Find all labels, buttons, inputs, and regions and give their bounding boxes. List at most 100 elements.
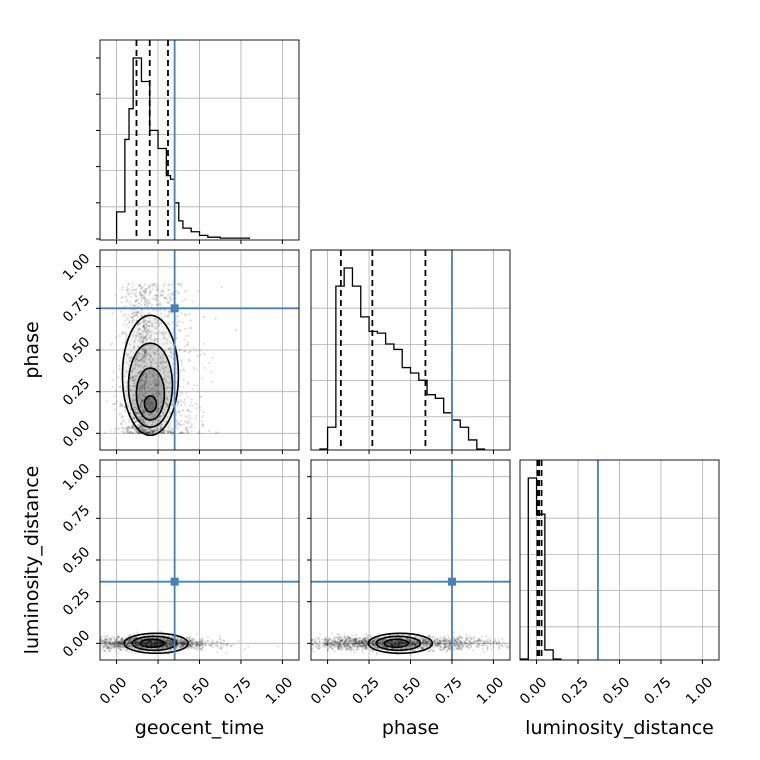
sample-point xyxy=(94,645,96,647)
sample-point xyxy=(209,644,212,647)
sample-point xyxy=(137,426,140,429)
sample-point xyxy=(152,429,155,433)
sample-point xyxy=(343,644,346,647)
sample-point xyxy=(148,405,151,408)
sample-point xyxy=(397,640,400,644)
sample-point xyxy=(443,646,446,649)
sample-point xyxy=(115,641,119,644)
sample-point xyxy=(488,643,492,646)
sample-point xyxy=(138,372,141,375)
sample-point xyxy=(150,642,153,645)
sample-point xyxy=(457,647,460,651)
sample-point xyxy=(420,644,423,647)
sample-point xyxy=(415,636,418,639)
sample-point xyxy=(145,641,149,645)
sample-point xyxy=(144,365,147,368)
sample-point xyxy=(146,423,149,426)
sample-point xyxy=(147,641,150,645)
sample-point xyxy=(370,641,373,644)
sample-point xyxy=(187,334,190,337)
sample-point xyxy=(108,642,111,645)
sample-point xyxy=(390,647,394,650)
sample-point xyxy=(428,643,432,647)
sample-point xyxy=(356,643,359,646)
sample-point xyxy=(155,303,158,306)
sample-point xyxy=(116,640,119,643)
sample-point xyxy=(179,642,182,645)
sample-point xyxy=(127,356,130,359)
sample-point xyxy=(458,643,461,646)
sample-point xyxy=(428,642,431,645)
sample-point xyxy=(92,644,94,646)
sample-point xyxy=(195,645,199,648)
sample-point xyxy=(408,641,411,644)
sample-point xyxy=(165,643,168,646)
sample-point xyxy=(142,426,145,429)
sample-point xyxy=(104,650,107,653)
sample-point xyxy=(138,404,141,408)
sample-point xyxy=(186,340,189,344)
sample-point xyxy=(104,637,108,640)
sample-point xyxy=(389,641,392,645)
sample-point xyxy=(139,418,143,421)
sample-point xyxy=(405,637,408,640)
sample-point xyxy=(130,402,134,405)
sample-point xyxy=(148,347,151,350)
sample-point xyxy=(131,388,134,391)
sample-point xyxy=(456,637,459,640)
sample-point xyxy=(132,381,136,385)
sample-point xyxy=(139,365,142,368)
sample-point xyxy=(190,641,193,645)
sample-point xyxy=(152,375,156,378)
sample-point xyxy=(137,323,140,326)
sample-point xyxy=(151,388,154,391)
sample-point xyxy=(359,644,362,647)
sample-point xyxy=(136,354,139,357)
sample-point xyxy=(164,349,167,352)
sample-point xyxy=(426,642,430,645)
sample-point xyxy=(163,282,166,285)
sample-point xyxy=(165,416,169,419)
sample-point xyxy=(237,640,240,643)
sample-point xyxy=(389,644,393,647)
sample-point xyxy=(137,411,140,415)
sample-point xyxy=(111,385,114,389)
sample-point xyxy=(145,287,148,290)
sample-point xyxy=(150,643,153,646)
sample-point xyxy=(427,649,431,653)
sample-point xyxy=(198,408,202,412)
sample-point xyxy=(164,365,168,369)
sample-point xyxy=(177,401,180,404)
sample-point xyxy=(183,643,186,646)
sample-point xyxy=(144,324,148,327)
sample-point xyxy=(142,642,145,645)
sample-point xyxy=(355,643,358,646)
sample-point xyxy=(471,642,474,645)
sample-point xyxy=(134,643,137,647)
sample-point xyxy=(425,641,428,644)
sample-point xyxy=(163,408,166,411)
sample-point xyxy=(118,640,121,643)
sample-point xyxy=(141,311,144,314)
sample-point xyxy=(426,642,429,645)
sample-point xyxy=(169,346,172,349)
sample-point xyxy=(185,289,188,292)
sample-point xyxy=(93,641,95,643)
sample-point xyxy=(460,636,464,639)
sample-point xyxy=(119,644,122,648)
sample-point xyxy=(170,639,173,643)
sample-point xyxy=(103,635,106,638)
sample-point xyxy=(149,429,152,432)
sample-point xyxy=(155,429,159,432)
sample-point xyxy=(438,641,441,644)
sample-point xyxy=(477,642,480,646)
sample-point xyxy=(181,643,185,646)
sample-point xyxy=(366,637,369,640)
sample-point xyxy=(347,636,350,639)
sample-point xyxy=(429,643,432,646)
sample-point xyxy=(184,298,187,301)
sample-point xyxy=(147,640,150,643)
sample-point xyxy=(498,641,501,644)
sample-point xyxy=(139,292,142,295)
sample-point xyxy=(125,381,128,384)
